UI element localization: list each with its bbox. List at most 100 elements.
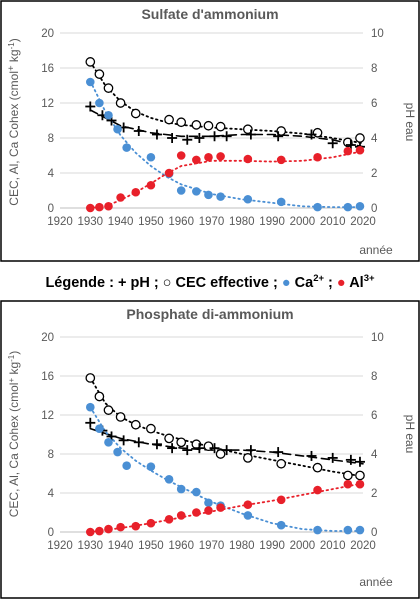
x-tick-label: 1920 [47, 540, 73, 552]
data-point-ca [104, 110, 113, 120]
tick-labels: 0 4 8 12 16 20 0 2 4 6 8 10 1920 1930 1940 1950 1960 1970… [41, 332, 384, 552]
data-point-ph [194, 443, 205, 454]
data-point-cec [164, 114, 174, 125]
data-point-al [146, 180, 156, 190]
data-point-cec [203, 120, 214, 131]
data-point-cec [115, 412, 126, 422]
data-point-ca [86, 77, 95, 87]
chart-title: Sulfate d'ammonium [141, 6, 278, 22]
data-point-ca [164, 475, 174, 484]
y2-tick-label: 0 [371, 527, 377, 539]
data-point-ca [95, 98, 104, 108]
chart-panel-phosphate: Phosphate di-ammonium CEC, Al, Ca Cohex … [0, 300, 420, 599]
data-point-cec [94, 391, 105, 402]
y-tick-label: 16 [41, 63, 54, 75]
data-point-al [313, 152, 322, 162]
y-tick-label: 4 [48, 488, 55, 500]
data-point-ca [113, 124, 122, 134]
y2-axis-label: pH eau [403, 103, 417, 142]
data-point-al [204, 506, 213, 515]
data-point-ph [182, 134, 193, 145]
data-point-ca [313, 525, 322, 535]
data-point-al [276, 155, 286, 165]
data-point-ph [306, 450, 317, 461]
data-point-al [343, 146, 353, 156]
x-tick-label: 1970 [199, 216, 225, 228]
data-point-al [216, 152, 225, 161]
data-point-ca [243, 194, 253, 204]
data-point-ca [204, 190, 213, 200]
data-point-ph [133, 437, 144, 448]
data-point-ca [146, 462, 156, 471]
data-point-cec [355, 133, 365, 143]
legend-cec: ○ CEC effective [163, 275, 269, 291]
data-point-ca [104, 438, 113, 447]
data-point-cec [94, 69, 105, 79]
data-point-ph [151, 439, 162, 450]
legend-ph: + pH [118, 275, 150, 291]
trend-line-ca [89, 80, 364, 209]
data-point-ph [354, 456, 365, 467]
y-tick-label: 8 [48, 133, 54, 145]
data-point-al [164, 515, 174, 524]
data-point-ca [192, 187, 201, 196]
data-point-al [313, 485, 322, 495]
data-point-ph [221, 445, 232, 456]
data-point-ca [95, 424, 104, 433]
data-point-ph [182, 445, 193, 456]
data-point-ph [118, 435, 129, 446]
data-point-cec [130, 419, 141, 430]
data-point-ph [85, 417, 96, 428]
data-point-cec [276, 458, 287, 469]
y-tick-label: 4 [48, 168, 55, 180]
x-tick-label: 2000 [290, 216, 316, 228]
data-point-cec [215, 121, 226, 132]
x-tick-label: 1940 [108, 540, 134, 552]
data-point-al [131, 521, 141, 531]
data-point-ph [327, 452, 338, 463]
data-point-ca [122, 143, 131, 152]
data-point-cec [312, 127, 323, 138]
data-point-cec [130, 108, 141, 119]
data-point-cec [312, 462, 323, 473]
data-point-ph [133, 126, 144, 136]
data-point-ca [192, 487, 201, 497]
x-tick-label: 1960 [168, 540, 194, 552]
y2-tick-label: 4 [371, 133, 378, 145]
x-tick-label: 1990 [259, 540, 285, 552]
data-point-ca [122, 461, 131, 471]
x-tick-label: 1960 [168, 216, 194, 228]
data-point-al [104, 524, 113, 534]
data-point-ca [276, 520, 286, 530]
legend-al-marker: ● [337, 275, 346, 291]
y2-tick-label: 0 [371, 203, 377, 215]
data-point-al [276, 495, 286, 505]
data-point-al [343, 479, 353, 489]
data-point-cec [176, 117, 187, 128]
data-point-ca [355, 201, 365, 211]
data-point-ph [273, 447, 284, 458]
y2-tick-label: 4 [371, 449, 378, 461]
data-point-cec [164, 433, 174, 444]
data-point-al [243, 500, 253, 510]
data-point-ph [245, 129, 256, 140]
y-tick-label: 12 [41, 410, 54, 422]
data-point-ph [245, 445, 256, 456]
data-point-ca [243, 511, 253, 520]
y-tick-label: 20 [41, 28, 54, 40]
data-point-cec [176, 437, 187, 448]
y2-tick-label: 2 [371, 488, 377, 500]
data-point-ca [216, 192, 225, 201]
data-point-al [95, 526, 104, 536]
data-point-al [95, 202, 104, 212]
data-point-al [355, 145, 365, 155]
data-point-ca [113, 447, 122, 457]
y-tick-label: 0 [48, 203, 54, 215]
data-point-ph [345, 454, 356, 465]
data-point-al [116, 193, 125, 202]
data-point-al [216, 503, 225, 512]
x-axis-label: année [359, 243, 393, 257]
y-tick-label: 8 [48, 449, 54, 461]
data-point-ca [204, 498, 213, 508]
